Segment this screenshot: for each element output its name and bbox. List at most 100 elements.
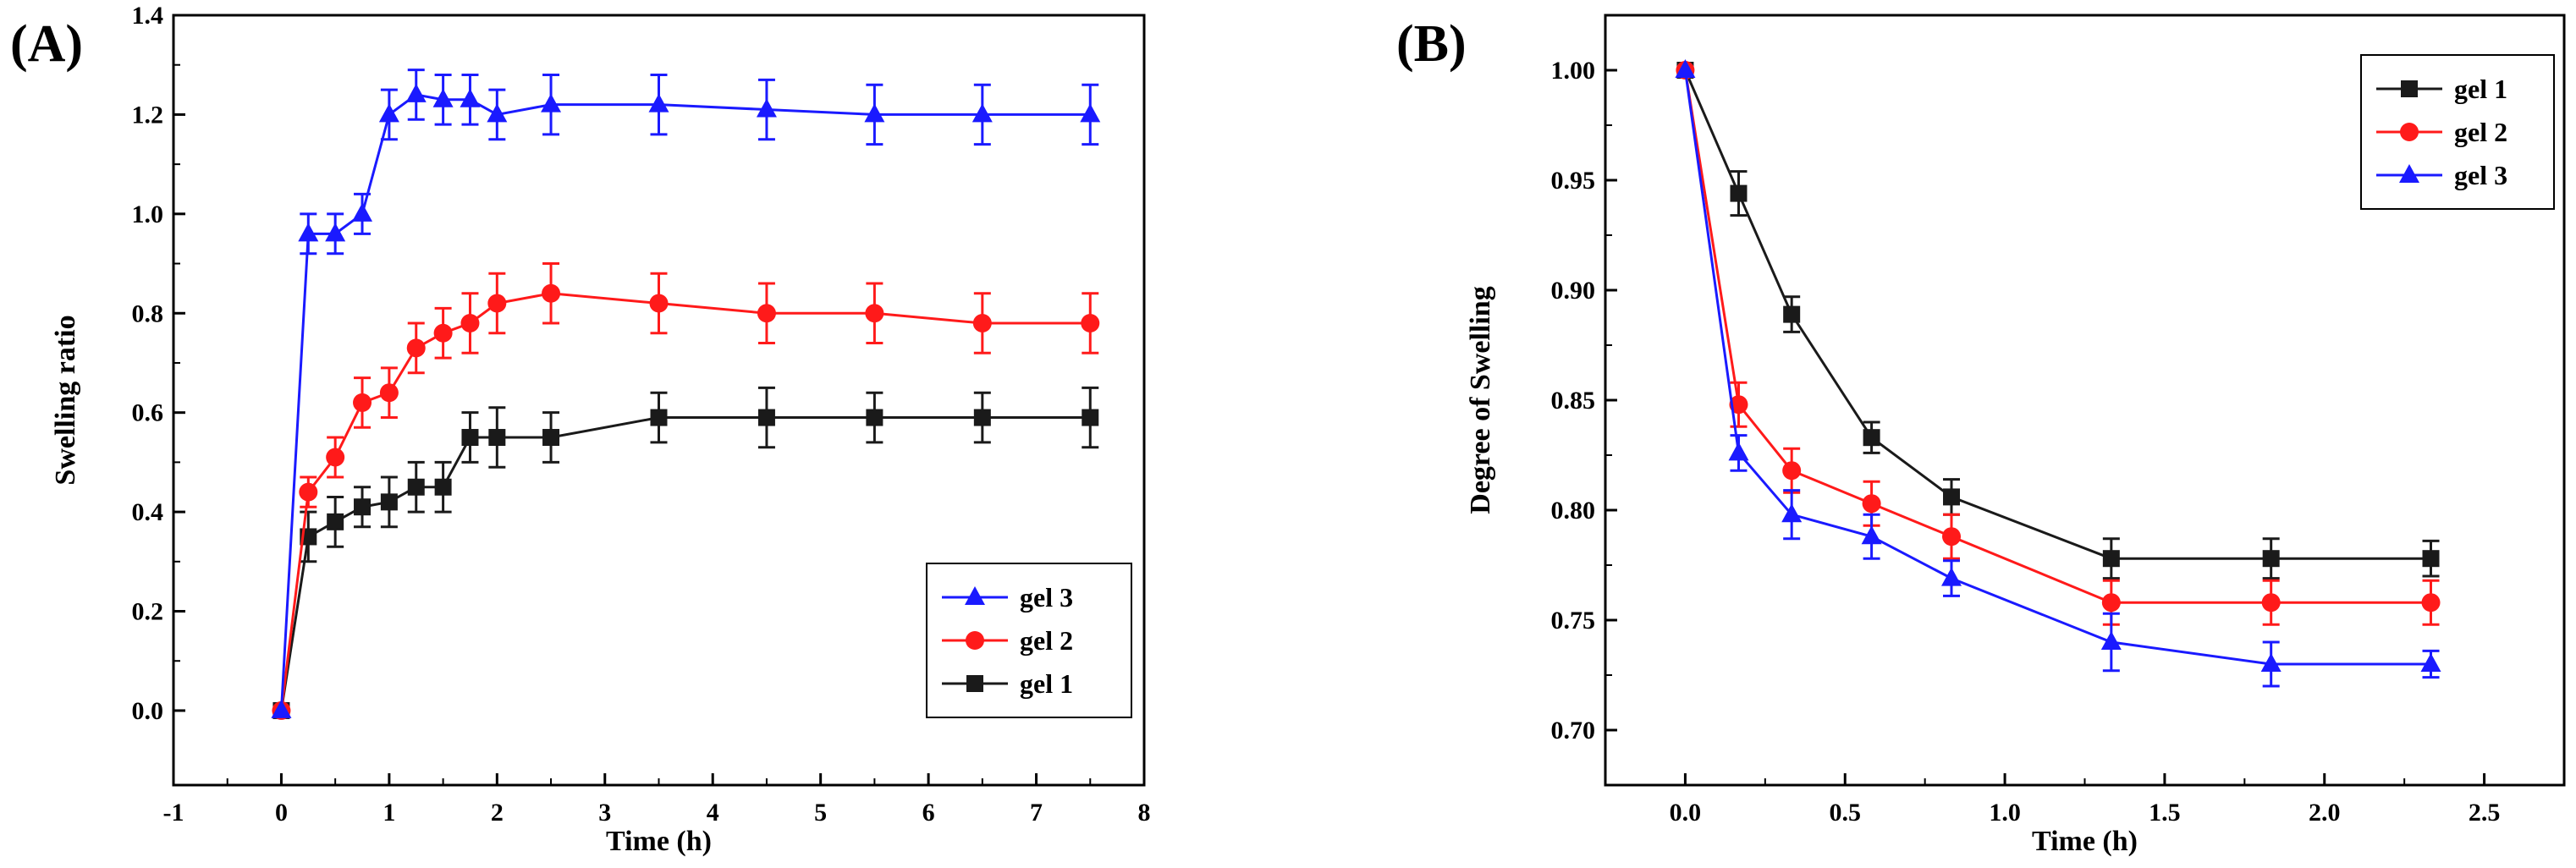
panel-a-x-axis-title: Time (h) xyxy=(606,826,712,857)
panel-b-series-gel-3-line xyxy=(1683,69,2431,666)
panel-b-y-tick-label: 0.85 xyxy=(1551,387,1596,415)
panel-b-series-gel-3 xyxy=(1675,59,2441,688)
panel-a-series-gel-2-point xyxy=(757,304,776,323)
panel-b-series-gel-2-point xyxy=(1782,461,1802,481)
panel-a-series-gel-1-point xyxy=(650,409,668,426)
panel-b-label: (B) xyxy=(1396,15,1467,73)
panel-a-series-gel-3-point xyxy=(378,103,399,123)
panel-a-series-gel-1-point xyxy=(1082,409,1099,426)
panel-a-series-gel-2-point xyxy=(326,448,345,467)
panel-b-y-tick-label: 1.00 xyxy=(1551,57,1596,85)
panel-a-y-tick-label: 0.8 xyxy=(132,299,164,327)
panel-a-series-gel-1-point xyxy=(488,429,506,447)
panel-a-series-gel-3-point xyxy=(972,103,993,123)
panel-b-series-gel-1-line xyxy=(1684,69,2431,560)
panel-b-series-gel-3-point xyxy=(2420,653,2441,672)
panel-b-legend-gel-2-marker xyxy=(2400,123,2419,141)
panel-a-series-gel-3-point xyxy=(648,93,669,113)
panel-a-series-gel-2-point xyxy=(865,304,884,323)
panel-a-series-gel-1 xyxy=(272,386,1099,719)
panel-b-series-gel-1-point xyxy=(2102,550,2120,568)
panel-a-series-gel-1-point xyxy=(757,409,775,426)
panel-a-series-gel-1-point xyxy=(461,429,479,447)
panel-a-series-gel-3-point xyxy=(460,88,481,107)
panel-a-y-tick-label: 1.2 xyxy=(132,101,164,129)
panel-a-series-gel-3-point xyxy=(756,98,777,118)
panel-a-legend-gel-3-marker xyxy=(965,586,985,605)
panel-a-series-gel-1-point xyxy=(327,513,344,530)
panel-a-series-gel-2-point xyxy=(406,338,426,358)
panel-b-y-tick-label: 0.90 xyxy=(1551,277,1596,305)
panel-a-series-gel-2 xyxy=(272,262,1100,720)
panel-b-series-gel-3-point xyxy=(1781,503,1803,523)
panel-a-series-gel-2-point xyxy=(1081,314,1100,332)
panel-a-series-gel-3-point xyxy=(487,103,508,123)
panel-a-legend-gel-2-label: gel 2 xyxy=(1020,625,1073,656)
panel-a-legend-gel-1-label: gel 1 xyxy=(1020,668,1073,699)
panel-a-series-gel-2-point xyxy=(299,482,318,502)
panel-a-series-gel-2-point xyxy=(542,283,561,303)
panel-b-series-gel-2-point xyxy=(2261,593,2281,613)
panel-a-series-gel-3 xyxy=(271,69,1101,718)
panel-a-x-tick-label: 2 xyxy=(491,799,504,827)
panel-a-x-tick-label: 3 xyxy=(598,799,611,827)
panel-b-y-tick-label: 0.80 xyxy=(1551,497,1596,525)
panel-a-series-gel-3-point xyxy=(352,202,373,222)
panel-a-y-tick-label: 0.6 xyxy=(132,399,164,427)
panel-a-y-tick-label: 0.4 xyxy=(132,498,164,526)
panel-a-label: (A) xyxy=(10,15,83,73)
panel-a-y-tick-label: 0.0 xyxy=(132,697,164,725)
panel-b-x-tick-label: 1.5 xyxy=(2149,799,2181,827)
panel-b-x-tick-label: 0.0 xyxy=(1670,799,1702,827)
panel-a-series-gel-1-point xyxy=(542,429,560,447)
panel-b-series-gel-2-point xyxy=(2101,593,2121,613)
panel-a-x-tick-label: 1 xyxy=(383,799,395,827)
panel-b-legend-gel-1-label: gel 1 xyxy=(2454,74,2507,104)
panel-a-legend-gel-1-marker xyxy=(966,675,983,692)
panel-a-series-gel-2-point xyxy=(972,314,992,332)
panel-b-series-gel-3-point xyxy=(2100,631,2122,650)
panel-b-series-gel-1 xyxy=(1676,62,2440,580)
panel-a-series-gel-2-point xyxy=(487,294,507,313)
panel-a-series-gel-1-point xyxy=(434,478,452,496)
panel-a-x-tick-label: 4 xyxy=(707,799,719,827)
panel-a-x-tick-label: 7 xyxy=(1030,799,1043,827)
panel-a-series-gel-2-point xyxy=(353,393,372,412)
panel-b-series-gel-1-point xyxy=(2262,550,2280,568)
panel-a-x-tick-label: 8 xyxy=(1138,799,1151,827)
panel-b-legend-gel-1-marker xyxy=(2401,80,2418,97)
panel-b-legend-gel-3-label: gel 3 xyxy=(2454,160,2507,190)
panel-a-series-gel-3-point xyxy=(271,699,292,718)
panel-b-legend-gel-2-label: gel 2 xyxy=(2454,117,2507,147)
panel-b-series-gel-3-point xyxy=(1941,567,1962,586)
panel-b-series-gel-3-point xyxy=(1675,59,1696,78)
panel-a-series-gel-1-point xyxy=(354,498,372,516)
panel-a-series-gel-3-point xyxy=(541,93,562,113)
panel-b-series-gel-1-point xyxy=(2422,550,2440,568)
panel-a-series-gel-3-point xyxy=(325,222,346,242)
panel-a-x-tick-label: 0 xyxy=(275,799,288,827)
panel-b-y-tick-label: 0.75 xyxy=(1551,607,1596,635)
panel-a-series-gel-3-point xyxy=(432,88,454,107)
panel-a-series-gel-3-point xyxy=(405,83,427,102)
panel-b-series-gel-2-point xyxy=(1942,527,1962,547)
panel-a-y-tick-label: 1.4 xyxy=(132,2,164,30)
panel-a: (A) -1 0 1 2 3 4 5 6 7 8 0.0 0.2 0.4 0.6 0.8 1.0 1.2 1.4 T… xyxy=(10,2,1151,857)
panel-b-y-tick-label: 0.95 xyxy=(1551,167,1596,195)
panel-b-y-axis-title: Degree of Swelling xyxy=(1465,286,1496,514)
panel-b-series-gel-1-point xyxy=(1863,429,1880,447)
panel-a-y-tick-label: 1.0 xyxy=(132,201,164,228)
panel-b-x-tick-label: 2.0 xyxy=(2309,799,2341,827)
panel-a-legend-gel-3-label: gel 3 xyxy=(1020,582,1073,613)
panel-b-series-gel-2-line xyxy=(1683,69,2431,604)
panel-b-series-gel-1-point xyxy=(1783,305,1801,323)
panel-a-x-tick-label: -1 xyxy=(163,799,184,827)
panel-a-y-axis-title: Swelling ratio xyxy=(50,315,81,485)
panel-a-series-gel-2-point xyxy=(649,294,669,313)
panel-b-series-gel-1-point xyxy=(1943,488,1961,506)
panel-b-legend-gel-3-marker xyxy=(2399,164,2419,183)
panel-a-series-gel-1-point xyxy=(407,478,425,496)
panel-a-legend: gel 3 gel 2 gel 1 xyxy=(926,563,1132,718)
panel-b-series-gel-3-point xyxy=(1728,442,1749,461)
